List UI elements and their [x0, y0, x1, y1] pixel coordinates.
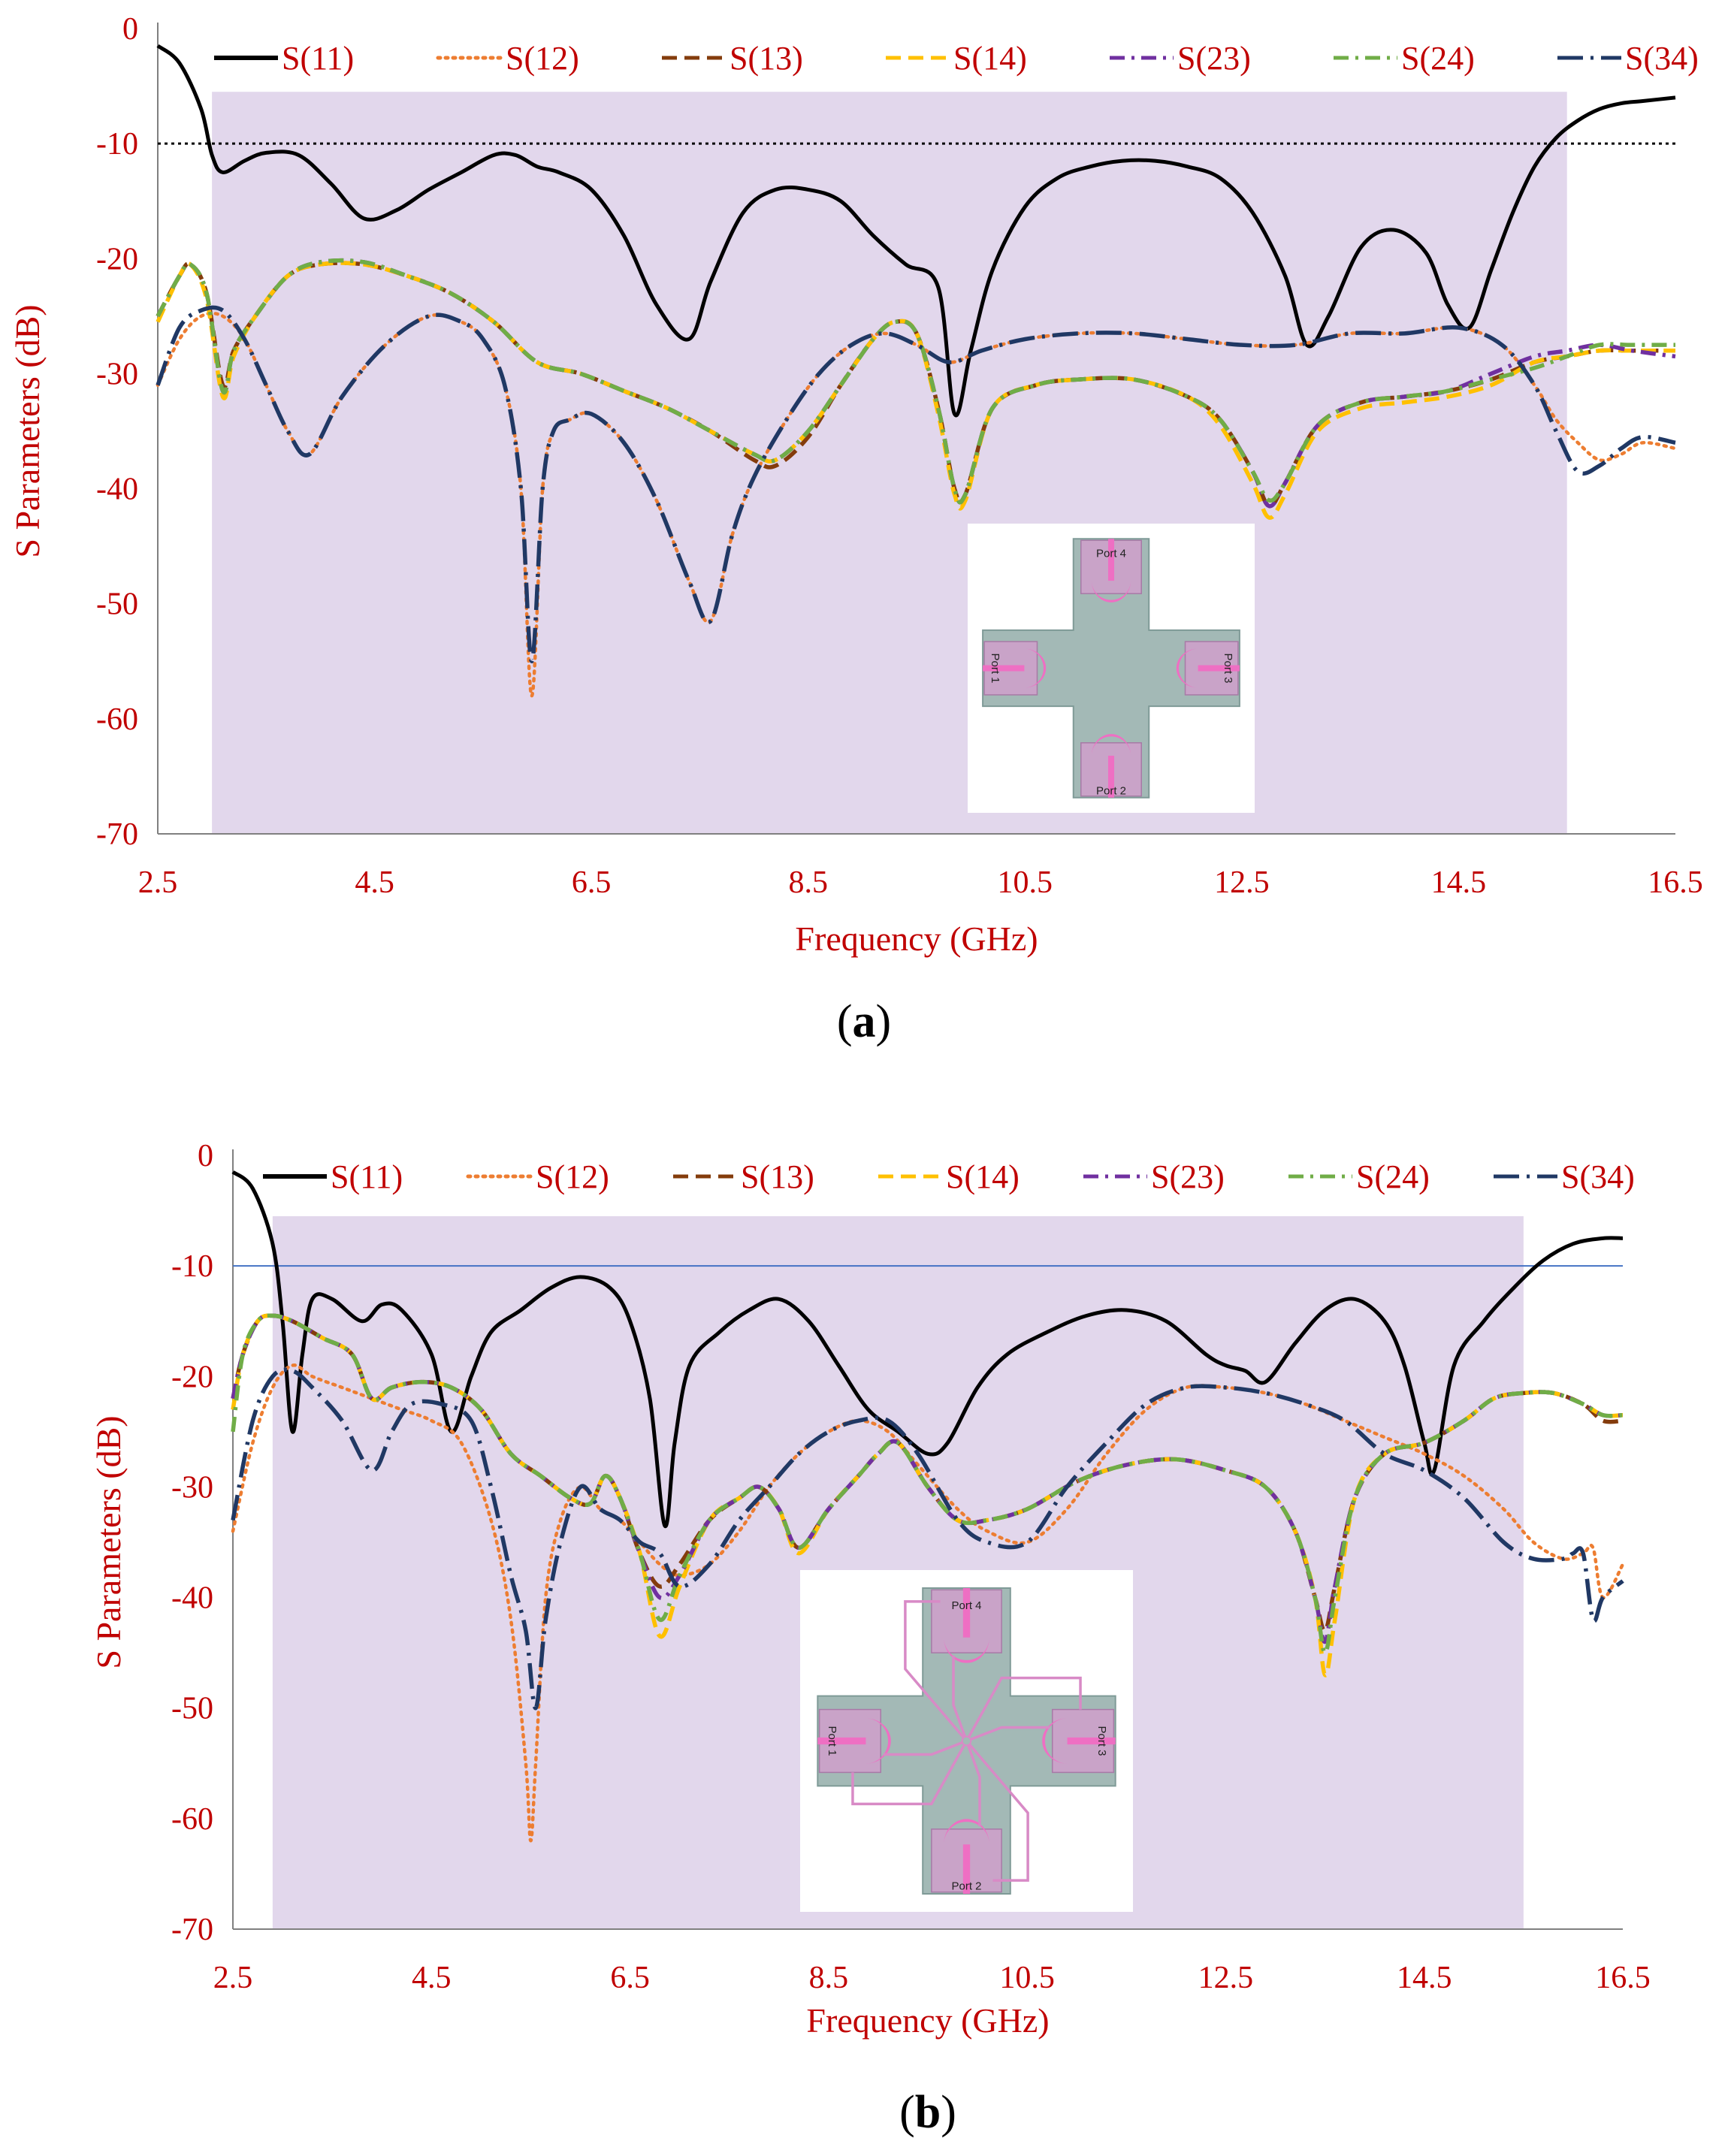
x-tick-label: 10.5 — [999, 1961, 1055, 1995]
inset-antenna-layout: Port 4 Port 2 Port 1 Port 3 — [800, 1570, 1133, 1912]
legend-label: S(24) — [1401, 40, 1475, 77]
legend-label: S(11) — [331, 1158, 403, 1195]
panel-label-letter: a — [853, 996, 876, 1047]
y-tick-label: -60 — [96, 702, 138, 737]
panel-label: (a) — [837, 996, 891, 1047]
inset-trace-7 — [904, 1600, 968, 1742]
x-tick-label: 2.5 — [213, 1961, 253, 1995]
series-line-s34 — [156, 305, 1676, 664]
legend-label: S(14) — [946, 1158, 1020, 1195]
y-tick-label: -10 — [96, 127, 138, 162]
y-tick-label: -30 — [171, 1470, 213, 1505]
y-tick-label: -60 — [171, 1802, 213, 1837]
series-line-s24 — [156, 258, 1675, 505]
x-tick-label: 16.5 — [1648, 865, 1703, 900]
x-tick-label: 2.5 — [138, 865, 178, 900]
inset-port-label: Port 1 — [826, 1726, 838, 1756]
inset-trace-8 — [965, 1740, 1029, 1882]
inset-port-label: Port 1 — [989, 653, 1001, 683]
inset-trace-1 — [952, 1655, 968, 1742]
x-tick-label: 16.5 — [1595, 1961, 1651, 1995]
legend-label: S(14) — [953, 40, 1027, 77]
panel-label-open-paren: ( — [837, 996, 853, 1047]
legend-label: S(23) — [1177, 40, 1251, 77]
legend-label: S(23) — [1151, 1158, 1225, 1195]
inset-port-label: Port 3 — [1095, 1726, 1108, 1756]
y-tick-label: -50 — [171, 1692, 213, 1726]
legend-label: S(12) — [506, 40, 579, 77]
panel-label: (b) — [899, 2087, 956, 2138]
y-tick-label: -20 — [171, 1360, 213, 1394]
x-axis-title: Frequency (GHz) — [806, 2001, 1049, 2040]
y-tick-label: -40 — [171, 1581, 213, 1616]
inset-center-node — [961, 1735, 972, 1747]
x-tick-label: 6.5 — [610, 1961, 650, 1995]
inset-trace-6 — [965, 1676, 1082, 1742]
x-axis-title: Frequency (GHz) — [795, 919, 1038, 958]
inset-port-label: Port 3 — [1222, 653, 1234, 683]
shaded-operating-band — [212, 92, 1567, 834]
legend-label: S(13) — [730, 40, 803, 77]
legend-label: S(34) — [1561, 1158, 1635, 1195]
inset-port-label: Port 2 — [951, 1880, 981, 1892]
x-tick-label: 6.5 — [572, 865, 612, 900]
x-tick-label: 4.5 — [412, 1961, 452, 1995]
x-tick-label: 8.5 — [809, 1961, 849, 1995]
y-tick-label: -40 — [96, 473, 138, 507]
legend-label: S(24) — [1356, 1158, 1430, 1195]
series-line-s34 — [231, 1367, 1624, 1711]
y-tick-label: -20 — [96, 242, 138, 276]
x-tick-label: 10.5 — [998, 865, 1053, 900]
y-axis-title: S Parameters (dB) — [8, 304, 47, 557]
panel-a: 0 -10 -20 -30 -40 -50 -60 -702.5 4.5 6.5 8.5 10.5 12… — [8, 12, 1703, 1047]
x-tick-label: 12.5 — [1214, 865, 1270, 900]
inset-port-label: Port 2 — [1096, 785, 1126, 798]
x-tick-label: 12.5 — [1198, 1961, 1254, 1995]
legend-label: S(11) — [282, 40, 354, 77]
panel-label-open-paren: ( — [899, 2087, 915, 2138]
y-tick-label: -50 — [96, 587, 138, 622]
x-tick-label: 8.5 — [788, 865, 828, 900]
legend-label: S(12) — [536, 1158, 609, 1195]
inset-trace-4 — [965, 1726, 1050, 1743]
y-tick-label: -70 — [171, 1913, 213, 1947]
inset-port-label: Port 4 — [951, 1599, 981, 1612]
x-tick-label: 14.5 — [1431, 865, 1487, 900]
inset-substrate — [982, 538, 1240, 799]
panel-label-close-paren: ) — [876, 996, 892, 1047]
inset-trace-5 — [851, 1740, 968, 1806]
y-tick-label: -10 — [171, 1249, 213, 1284]
inset-antenna-layout: Port 4 Port 2 Port 1 Port 3 — [968, 524, 1255, 813]
legend-label: S(13) — [741, 1158, 814, 1195]
y-tick-label: 0 — [122, 12, 138, 47]
y-tick-label: -70 — [96, 817, 138, 852]
panel-label-close-paren: ) — [941, 2087, 956, 2138]
inset-trace-3 — [883, 1739, 968, 1756]
x-tick-label: 14.5 — [1397, 1961, 1452, 1995]
panel-b: 0 -10 -20 -30 -40 -50 -60 -702.5 4.5 6.5 8.5 10.5 12… — [89, 1139, 1651, 2138]
legend-label: S(34) — [1625, 40, 1699, 77]
series-line-s11 — [156, 44, 1676, 418]
series-line-s11 — [231, 1170, 1624, 1528]
inset-trace-2 — [965, 1740, 981, 1827]
panel-label-letter: b — [915, 2087, 941, 2138]
y-tick-label: -30 — [96, 357, 138, 391]
y-tick-label: 0 — [198, 1139, 213, 1173]
series-line-s24 — [231, 1313, 1624, 1655]
y-axis-title: S Parameters (dB) — [89, 1415, 128, 1668]
series-line-s12 — [231, 1363, 1625, 1843]
inset-port-label: Port 4 — [1096, 547, 1126, 560]
x-tick-label: 4.5 — [355, 865, 394, 900]
